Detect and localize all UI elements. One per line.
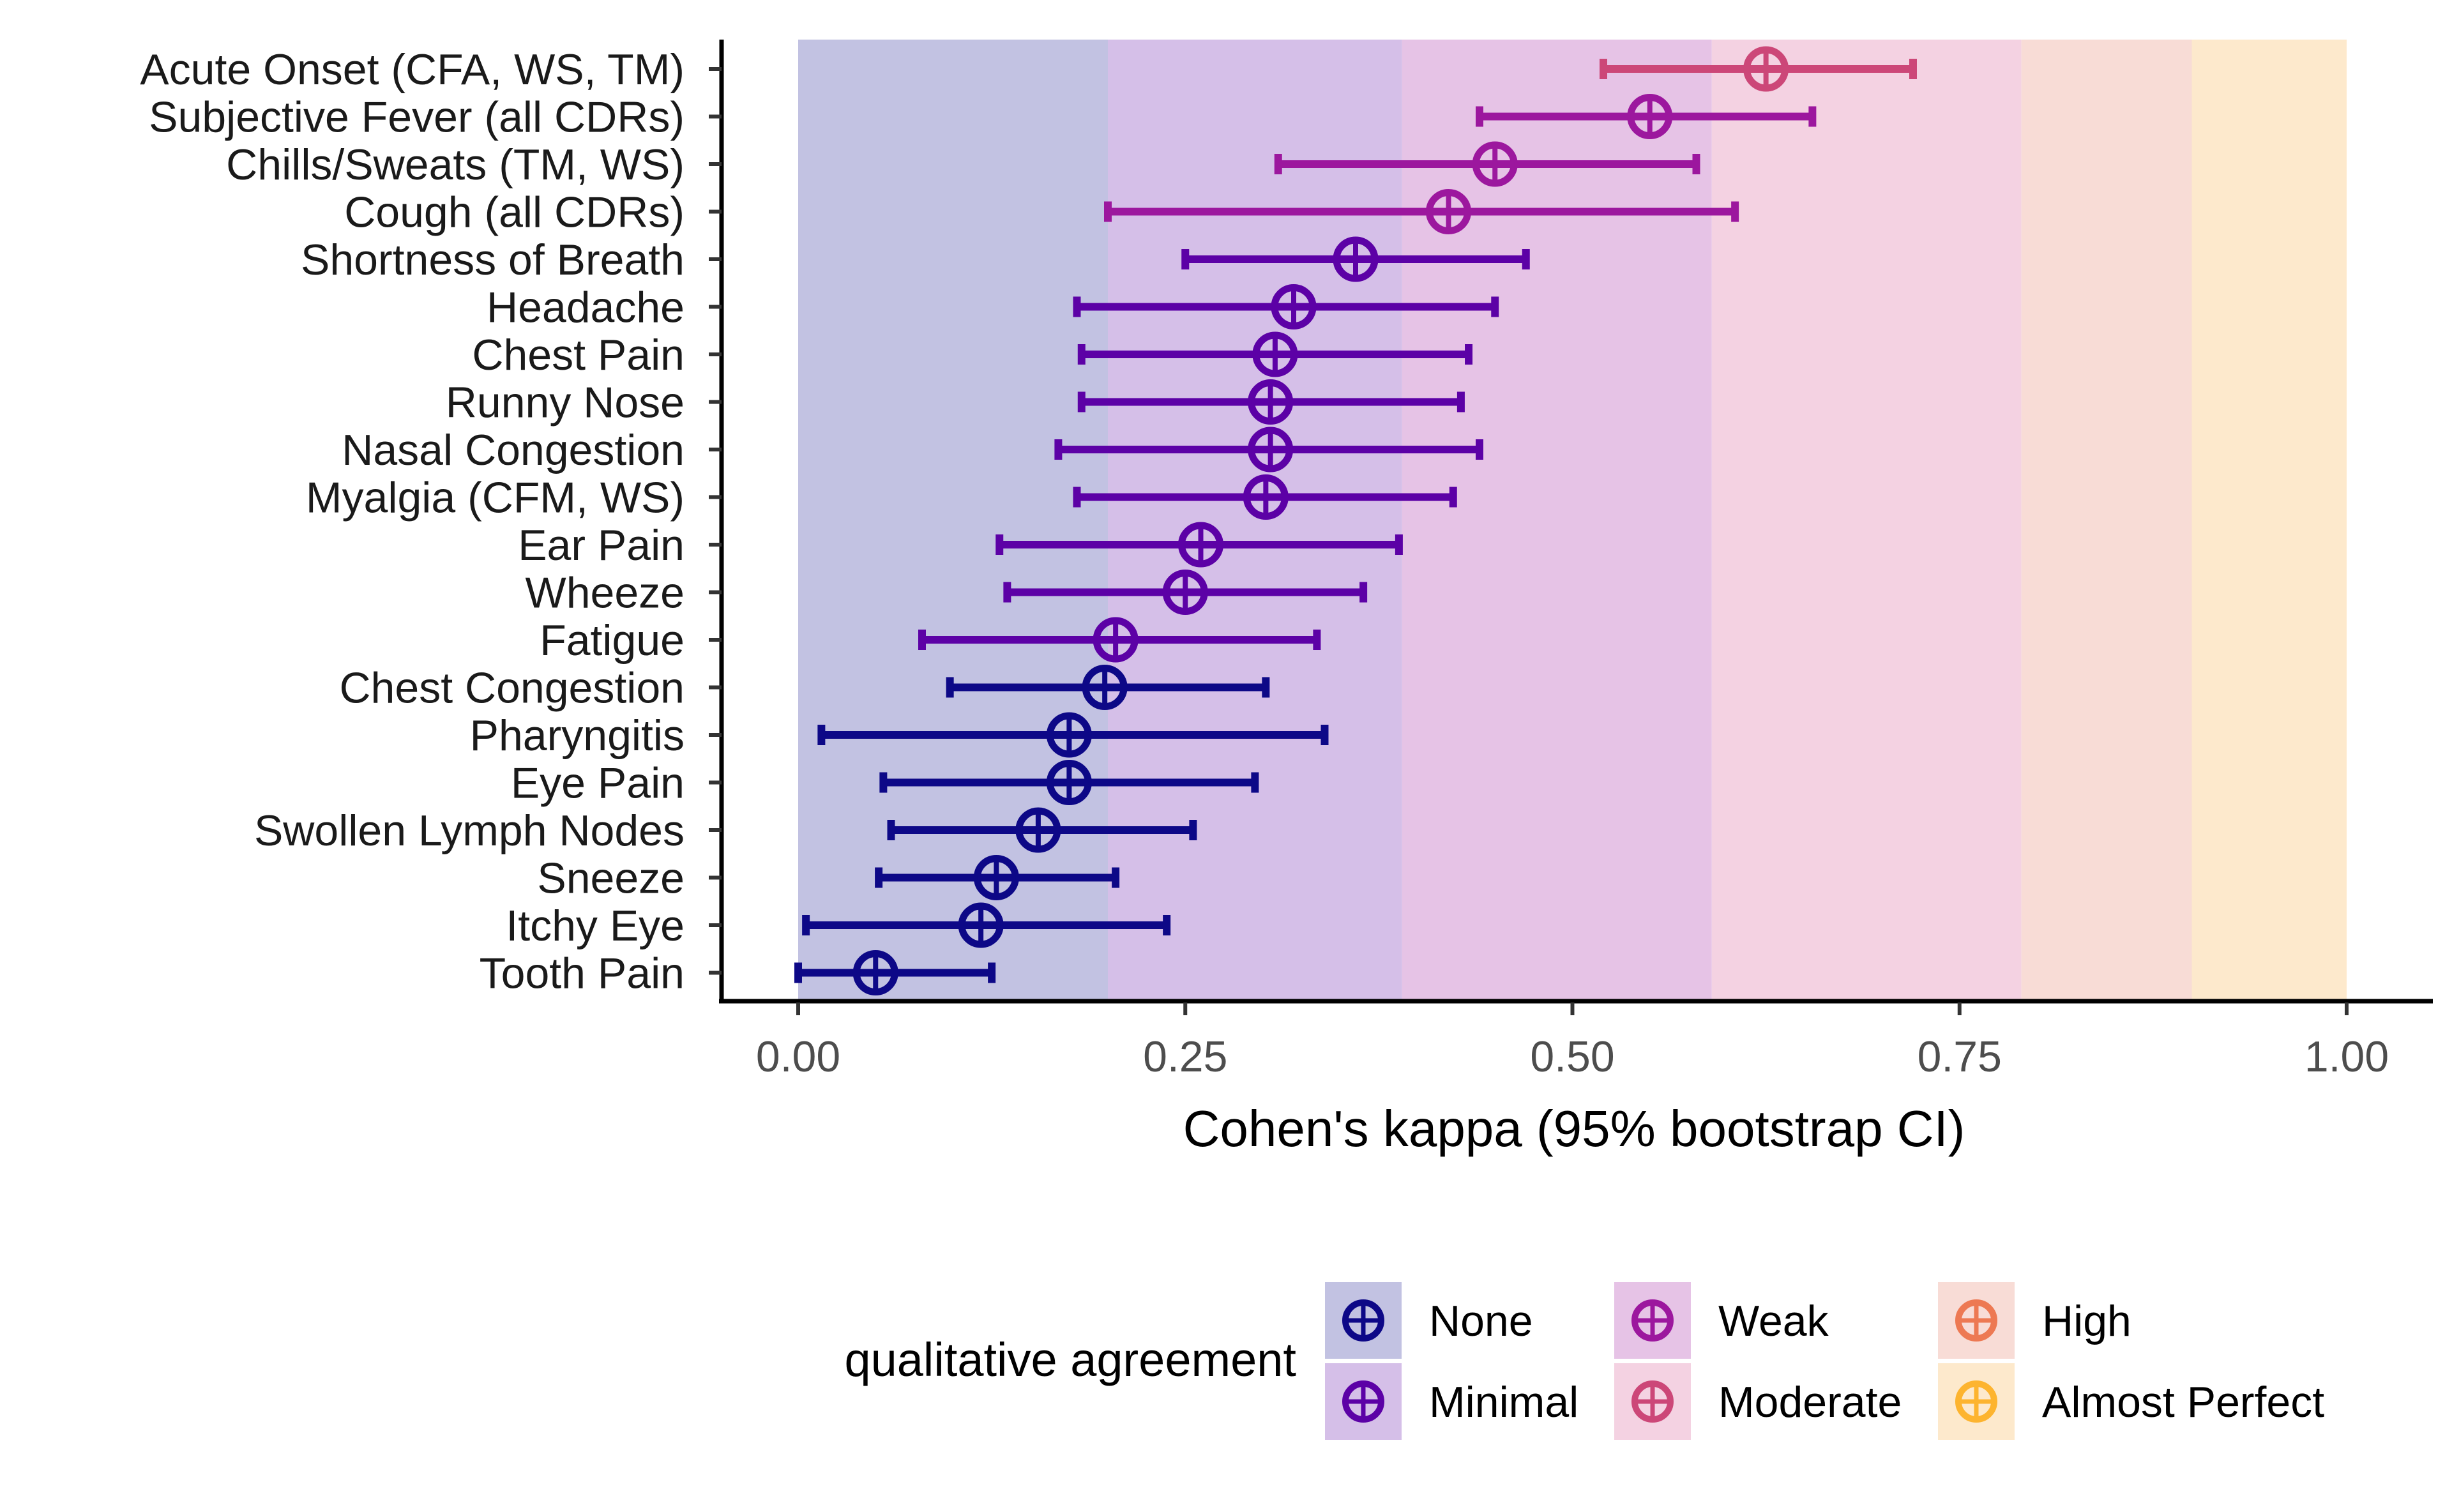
y-tick-label: Myalgia (CFM, WS) [306,474,685,522]
band-weak [1402,40,1712,1001]
estimate-row [1104,189,1739,234]
estimate-row [879,760,1259,805]
legend: qualitative agreement None Minimal Weak Mod… [844,1282,2324,1440]
band-minimal [1108,40,1402,1001]
y-tick-label: Subjective Fever (all CDRs) [149,93,685,142]
y-tick-label: Chest Congestion [339,664,685,713]
y-tick-label: Acute Onset (CFA, WS, TM) [140,45,685,94]
y-tick-label: Ear Pain [518,521,685,570]
estimate-row [946,665,1270,710]
x-tick-labels: 0.00 0.25 0.50 0.75 1.00 [756,1002,2389,1081]
legend-item-high: High [1938,1282,2131,1359]
estimate-row [1476,94,1817,139]
estimate-row [1073,284,1499,329]
estimate-row [995,522,1403,568]
legend-label: High [2042,1297,2131,1345]
band-almost-perfect [2191,40,2347,1001]
y-tick-label: Nasal Congestion [342,426,685,474]
estimate-row [817,712,1329,758]
estimate-row [1054,427,1483,472]
y-tick-label: Swollen Lymph Nodes [254,806,685,855]
y-tick-label: Pharyngitis [470,711,685,760]
legend-item-minimal: Minimal [1325,1363,1578,1440]
y-tick-label: Chest Pain [472,331,685,379]
agreement-bands [798,40,2347,1001]
band-none [798,40,1108,1001]
estimate-row [794,950,996,995]
estimate-row [875,855,1120,900]
legend-label: Almost Perfect [2042,1378,2324,1426]
y-tick-labels: Acute Onset (CFA, WS, TM)Subjective Feve… [140,45,722,998]
legend-label: Weak [1718,1297,1829,1345]
legend-item-moderate: Moderate [1614,1363,1902,1440]
estimate-row [1181,236,1530,282]
y-tick-label: Runny Nose [446,379,685,427]
legend-items: None Minimal Weak Moderate High Almost Perfec… [1325,1282,2324,1440]
y-tick-label: Chills/Sweats (TM, WS) [226,140,685,189]
x-tick-label: 0.25 [1143,1032,1227,1081]
legend-item-almost-perfect: Almost Perfect [1938,1363,2324,1440]
estimate-row [1600,46,1917,92]
y-tick-label: Itchy Eye [506,902,685,950]
estimate-row [1003,570,1368,615]
estimate-row [1274,141,1700,187]
y-tick-label: Sneeze [537,854,685,903]
y-tick-label: Headache [487,284,685,332]
legend-label: None [1429,1297,1533,1345]
axes [719,40,2433,1004]
x-tick-label: 0.50 [1530,1032,1614,1081]
y-tick-label: Cough (all CDRs) [344,188,685,237]
y-tick-label: Tooth Pain [480,949,685,998]
y-tick-label: Shortness of Breath [301,236,685,284]
estimates [794,46,1917,995]
legend-label: Minimal [1429,1378,1578,1426]
x-tick-label: 0.75 [1918,1032,2002,1081]
x-axis-title: Cohen's kappa (95% bootstrap CI) [1183,1100,1965,1157]
y-tick-label: Wheeze [526,569,685,617]
y-tick-label: Eye Pain [511,759,685,808]
x-tick-label: 0.00 [756,1032,840,1081]
y-tick-label: Fatigue [540,616,685,665]
legend-item-none: None [1325,1282,1533,1359]
x-tick-label: 1.00 [2304,1032,2389,1081]
estimate-row [918,617,1321,663]
estimate-row [887,807,1197,853]
band-high [2021,40,2192,1001]
estimate-row [1077,379,1465,425]
estimate-row [1077,331,1473,377]
estimate-row [1073,474,1457,520]
band-moderate [1711,40,2022,1001]
legend-item-weak: Weak [1614,1282,1829,1359]
legend-label: Moderate [1718,1378,1902,1426]
estimate-row [802,902,1171,948]
legend-title: qualitative agreement [844,1333,1296,1386]
